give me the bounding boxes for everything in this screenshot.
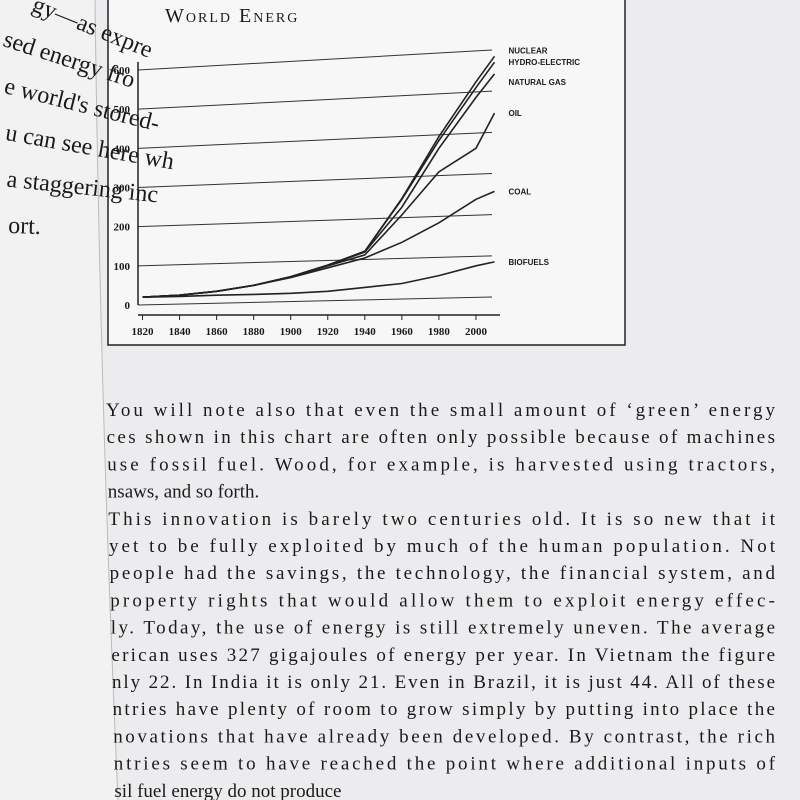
grid-line xyxy=(137,173,493,188)
series-label: OIL xyxy=(508,109,521,118)
body-line: ntries have plenty of room to grow simpl… xyxy=(113,699,775,720)
x-tick-label: 1960 xyxy=(391,326,414,338)
body-line: use fossil fuel. Wood, for example, is h… xyxy=(107,454,775,475)
y-tick-label: 100 xyxy=(114,261,131,273)
grid-line xyxy=(137,214,493,228)
body-line: people had the savings, the technology, … xyxy=(110,563,776,584)
body-line: nly 22. In India it is only 21. Even in … xyxy=(112,672,775,693)
left-page xyxy=(0,0,118,800)
grid-line xyxy=(137,131,493,149)
series-label: COAL xyxy=(508,187,531,196)
series-label: HYDRO-ELECTRIC xyxy=(508,58,580,67)
x-tick-label: 1860 xyxy=(206,326,229,338)
body-line: This innovation is barely two centuries … xyxy=(108,509,775,530)
series-label: NATURAL GAS xyxy=(508,78,566,87)
y-tick-label: 400 xyxy=(114,143,131,155)
chart-title: World Energ xyxy=(165,5,299,27)
y-tick-label: 500 xyxy=(114,104,131,116)
y-tick-label: 200 xyxy=(114,222,131,234)
x-tick-label: 1980 xyxy=(428,326,451,338)
y-tick-label: 0 xyxy=(125,300,131,312)
grid-line xyxy=(137,255,493,267)
left-page-line: ort. xyxy=(8,213,42,240)
grid-line xyxy=(137,296,493,306)
x-tick-label: 2000 xyxy=(465,326,488,338)
x-tick-label: 1920 xyxy=(317,326,340,338)
body-line: yet to be fully exploited by much of the… xyxy=(109,536,776,557)
x-tick-label: 1900 xyxy=(280,326,303,338)
x-tick-label: 1820 xyxy=(132,326,155,338)
x-tick-label: 1840 xyxy=(169,326,192,338)
series-label: NUCLEAR xyxy=(508,46,547,55)
body-line: sil fuel energy do not produce xyxy=(114,781,341,800)
series-label: BIOFUELS xyxy=(508,258,549,267)
series-line xyxy=(142,261,495,298)
x-tick-label: 1880 xyxy=(243,326,266,338)
grid-line xyxy=(137,90,493,110)
y-tick-label: 300 xyxy=(114,183,131,195)
grid-line xyxy=(137,49,493,71)
x-tick-label: 1940 xyxy=(354,326,377,338)
body-line: property rights that would allow them to… xyxy=(110,590,775,611)
y-tick-label: 600 xyxy=(114,65,131,77)
body-line: ces shown in this chart are often only p… xyxy=(107,427,775,448)
series-line xyxy=(142,55,496,298)
gutter xyxy=(94,0,119,800)
body-line: nsaws, and so forth. xyxy=(108,482,259,503)
